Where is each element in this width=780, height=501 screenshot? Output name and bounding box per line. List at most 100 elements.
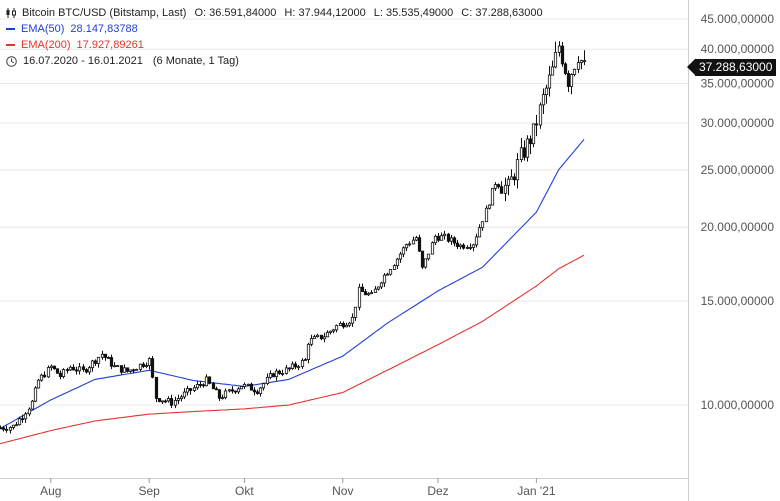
candle <box>195 381 200 390</box>
candle-body <box>4 428 9 431</box>
candle <box>569 73 574 95</box>
candle <box>220 394 225 400</box>
candle-body <box>150 358 155 378</box>
candle <box>46 365 51 378</box>
x-tick-label: Dez <box>427 484 448 498</box>
legend-ema50-row[interactable]: EMA(50) 28.147,83788 <box>6 21 543 37</box>
x-axis: Aug Sep Okt Nov Dez Jan '21 <box>40 478 556 498</box>
candle-body <box>439 235 444 241</box>
candle-body <box>233 390 238 393</box>
candle <box>566 70 571 92</box>
candle-body <box>125 367 130 372</box>
candle <box>173 396 178 409</box>
candle-body <box>430 242 435 255</box>
candle-body <box>280 373 285 375</box>
candle <box>134 368 139 371</box>
candle-body <box>353 306 358 318</box>
candle-body <box>474 236 479 246</box>
candle <box>519 138 524 163</box>
candle <box>582 50 587 66</box>
candle <box>42 371 47 378</box>
candle <box>357 283 362 311</box>
candle-body <box>572 68 577 75</box>
candle <box>71 364 76 371</box>
candle-body <box>134 368 139 371</box>
last-price-tag: 37.288,63000 <box>686 58 777 76</box>
candle-body <box>144 365 149 367</box>
candle <box>207 376 212 385</box>
candle-body <box>239 386 244 390</box>
candle-body <box>382 274 387 284</box>
candle-body <box>204 376 209 387</box>
candle <box>163 399 168 404</box>
candle-body <box>173 399 178 406</box>
candle-body <box>300 359 305 368</box>
candle <box>414 235 419 242</box>
candle <box>233 390 238 394</box>
candle <box>550 60 555 76</box>
candle-body <box>401 247 406 255</box>
candle-body <box>131 369 136 372</box>
candle-body <box>242 384 247 387</box>
candle <box>503 177 508 202</box>
candle <box>465 245 470 250</box>
candle-body <box>112 365 117 368</box>
candle <box>411 236 416 245</box>
candle-body <box>81 366 86 370</box>
ema200-line <box>0 254 585 445</box>
candle <box>49 364 54 371</box>
y-tick-label: 45.000,00000 <box>701 12 775 26</box>
candle <box>144 362 149 369</box>
ema200-layer <box>0 254 585 445</box>
candle-body <box>544 87 549 96</box>
candle <box>96 356 101 368</box>
candle-body <box>296 366 301 369</box>
candle-body <box>525 138 530 158</box>
candle <box>261 382 266 391</box>
candle-body <box>246 383 251 386</box>
candle <box>499 181 504 194</box>
candle-body <box>176 398 181 401</box>
candle-body <box>293 363 298 368</box>
candle <box>293 361 298 370</box>
candle-body <box>395 258 400 266</box>
candle-body <box>169 398 174 406</box>
candle <box>392 264 397 270</box>
candle <box>531 123 536 148</box>
candle-body <box>30 400 35 410</box>
candle-body <box>36 379 41 389</box>
candle <box>236 387 241 394</box>
candle-body <box>528 138 533 145</box>
candle-body <box>506 178 511 186</box>
candle-body <box>379 282 384 288</box>
legend-ema200-row[interactable]: EMA(200) 17.927,89261 <box>6 37 543 53</box>
legend-title-row: Bitcoin BTC/USD (Bitstamp, Last) O: 36.5… <box>6 5 543 21</box>
candle-body <box>179 396 184 400</box>
candle <box>300 358 305 369</box>
candle-body <box>17 418 22 426</box>
candle <box>103 353 108 361</box>
candle-body <box>376 286 381 290</box>
candle <box>442 230 447 240</box>
date-range: 16.07.2020 - 16.01.2021 <box>23 55 143 67</box>
candlestick-series <box>0 41 587 434</box>
candle-body <box>109 357 114 367</box>
candle-body <box>538 104 543 126</box>
candle <box>119 365 124 375</box>
legend-range-row[interactable]: 16.07.2020 - 16.01.2021 (6 Monate, 1 Tag… <box>6 53 543 69</box>
candle-body <box>65 369 70 371</box>
candle-body <box>534 123 539 126</box>
candle-body <box>312 336 317 339</box>
candle-body <box>223 390 228 399</box>
candle <box>55 368 60 374</box>
candle <box>376 286 381 291</box>
ema50-value: 28.147,83788 <box>70 23 138 35</box>
candle <box>484 205 489 223</box>
candle <box>284 364 289 375</box>
candle <box>315 333 320 338</box>
candle-body <box>166 398 171 402</box>
candle <box>52 365 57 370</box>
candle-body <box>236 388 241 393</box>
candle <box>538 102 543 129</box>
